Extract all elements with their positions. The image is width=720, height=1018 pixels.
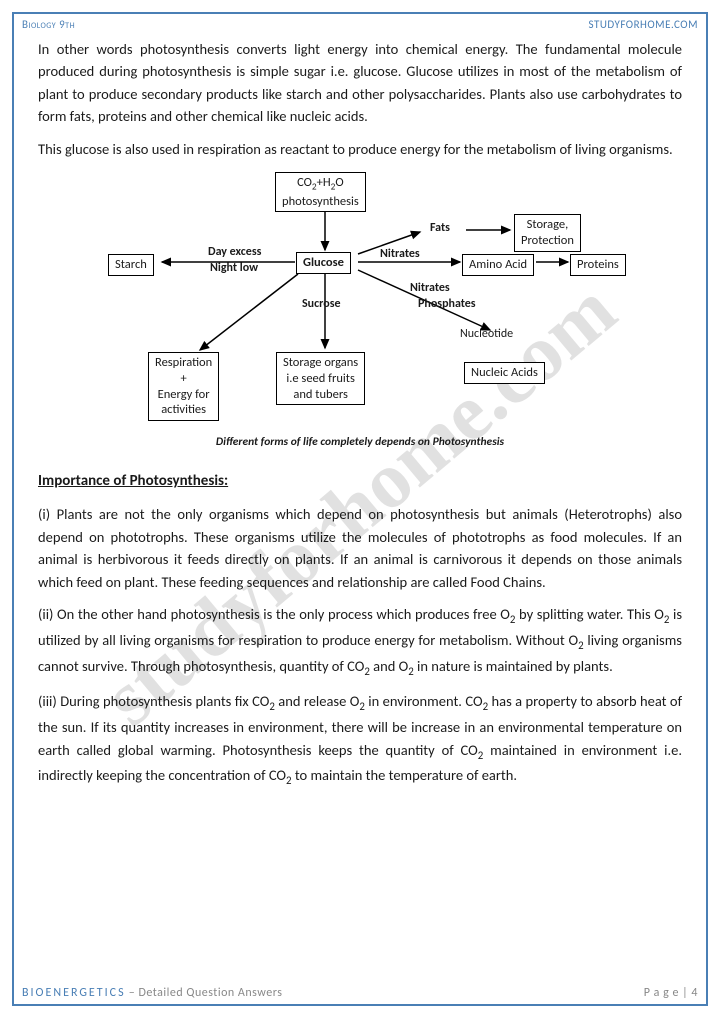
page-header: Biology 9th STUDYFORHOME.COM	[22, 18, 698, 31]
box-starch-text: Starch	[115, 257, 147, 272]
page-content: In other words photosynthesis converts l…	[38, 38, 682, 974]
box-nucleic-acids: Nucleic Acids	[464, 362, 545, 384]
page-footer: BIOENERGETICS – Detailed Question Answer…	[22, 986, 698, 1000]
box-nucleic-acids-text: Nucleic Acids	[471, 365, 538, 380]
box-starch: Starch	[108, 254, 154, 276]
point-i: (i) Plants are not the only organisms wh…	[38, 503, 682, 593]
label-nitrates-1: Nitrates	[380, 248, 420, 261]
diagram-flowchart: CO2+H2Ophotosynthesis Starch Glucose Sto…	[90, 170, 630, 430]
box-respiration-text: Respiration+Energy foractivities	[155, 355, 212, 417]
box-amino-acid-text: Amino Acid	[469, 257, 527, 272]
label-night-low: Night low	[210, 262, 258, 275]
footer-page-num: | 4	[682, 986, 698, 1000]
box-storage-organs-text: Storage organsi.e seed fruitsand tubers	[283, 355, 358, 401]
label-phosphates: Phosphates	[418, 298, 476, 311]
label-day-excess: Day excess	[208, 246, 261, 259]
box-proteins-text: Proteins	[577, 257, 619, 272]
label-nitrates-2: Nitrates	[410, 282, 450, 295]
box-storage-organs: Storage organsi.e seed fruitsand tubers	[276, 352, 365, 405]
label-sucrose: Sucrose	[302, 298, 341, 311]
box-storage-protection-text: Storage,Protection	[521, 217, 574, 248]
paragraph-1: In other words photosynthesis converts l…	[38, 38, 682, 128]
diagram-caption: Different forms of life completely depen…	[38, 434, 682, 452]
header-right: STUDYFORHOME.COM	[589, 18, 698, 31]
footer-page: P a g e | 4	[644, 986, 698, 1000]
box-glucose: Glucose	[296, 252, 351, 274]
paragraph-2: This glucose is also used in respiration…	[38, 138, 682, 160]
point-ii: (ii) On the other hand photosynthesis is…	[38, 603, 682, 680]
box-storage-protection: Storage,Protection	[514, 214, 581, 251]
box-photosynthesis: CO2+H2Ophotosynthesis	[275, 172, 366, 212]
box-amino-acid: Amino Acid	[462, 254, 534, 276]
footer-left: BIOENERGETICS – Detailed Question Answer…	[22, 986, 282, 1000]
header-left: Biology 9th	[22, 18, 75, 31]
footer-chapter: BIOENERGETICS	[22, 986, 126, 1000]
box-respiration: Respiration+Energy foractivities	[148, 352, 219, 421]
footer-subtitle: – Detailed Question Answers	[126, 986, 283, 1000]
footer-page-label: P a g e	[644, 986, 682, 1000]
box-photosynthesis-text: CO2+H2Ophotosynthesis	[282, 175, 359, 208]
label-fats: Fats	[430, 222, 450, 235]
box-proteins: Proteins	[570, 254, 626, 276]
section-title: Importance of Photosynthesis:	[38, 470, 682, 493]
label-nucleotide: Nucleotide	[460, 328, 513, 341]
point-iii: (iii) During photosynthesis plants fix C…	[38, 690, 682, 790]
box-glucose-text: Glucose	[303, 255, 344, 270]
